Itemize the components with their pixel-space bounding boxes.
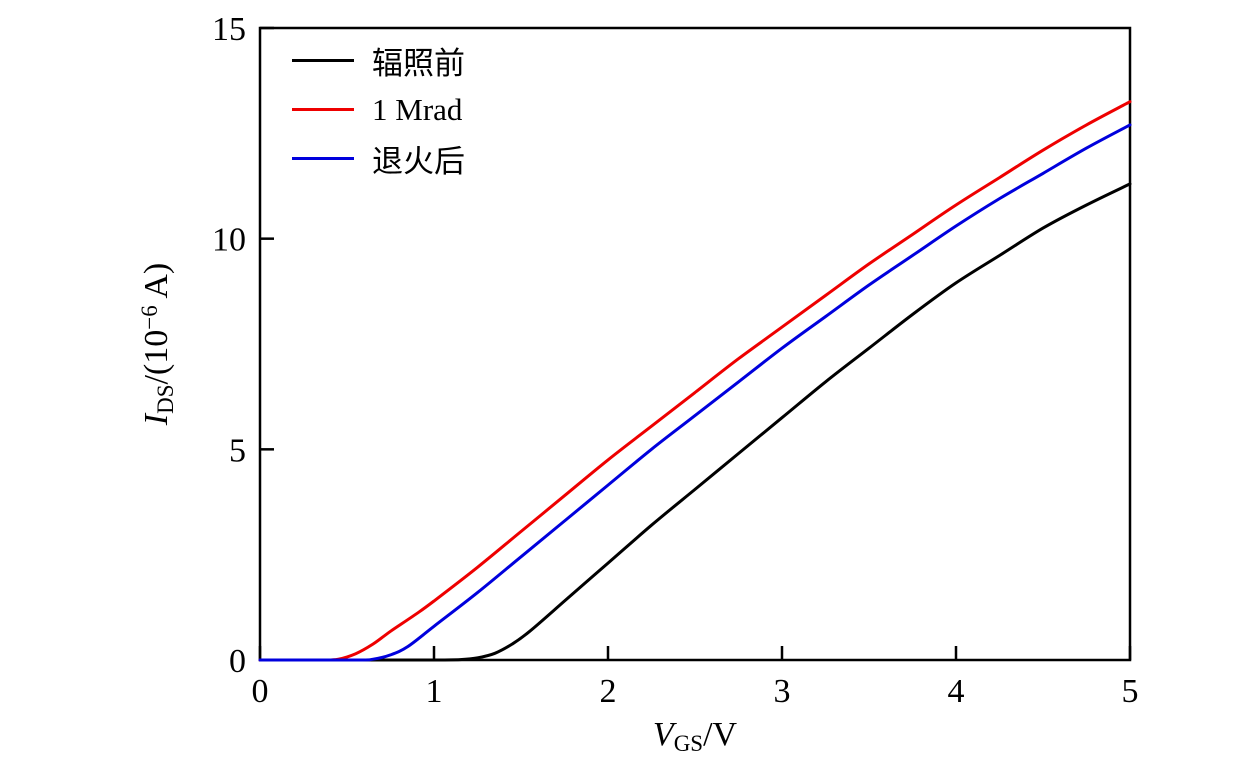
y-tick-label: 10 xyxy=(212,222,246,259)
plot-frame xyxy=(258,26,1132,662)
x-axis-units: /V xyxy=(703,716,738,753)
y-tick-label: 0 xyxy=(229,643,246,680)
x-tick-label: 5 xyxy=(1122,673,1139,710)
x-axis-variable: V xyxy=(652,716,674,753)
series-line-0 xyxy=(258,182,1132,662)
x-tick-label: 1 xyxy=(426,673,443,710)
y-axis-subscript: DS xyxy=(153,384,178,414)
chart-legend: 辐照前 1 Mrad 退火后 xyxy=(292,40,465,179)
x-tick-label: 0 xyxy=(252,673,269,710)
series-line-1 xyxy=(258,100,1132,662)
legend-line-swatch xyxy=(292,108,354,111)
x-axis-label: VGS/V xyxy=(295,716,1095,757)
legend-item-1: 1 Mrad xyxy=(292,89,465,130)
legend-label: 1 Mrad xyxy=(372,91,463,127)
x-tick-label: 2 xyxy=(600,673,617,710)
y-axis-exponent: −6 xyxy=(137,305,162,330)
x-tick-label: 4 xyxy=(948,673,965,710)
legend-item-0: 辐照前 xyxy=(292,40,465,81)
legend-label: 退火后 xyxy=(372,144,465,179)
y-tick-label: 15 xyxy=(212,11,246,48)
y-tick-label: 5 xyxy=(229,432,246,469)
x-tick-label: 3 xyxy=(774,673,791,710)
legend-label: 辐照前 xyxy=(372,46,465,81)
series-line-2 xyxy=(258,123,1132,662)
legend-line-swatch xyxy=(292,157,354,160)
legend-line-swatch xyxy=(292,59,354,62)
x-axis-subscript: GS xyxy=(673,731,704,756)
y-axis-label: IDS/(10−6 A) xyxy=(120,94,180,594)
legend-item-2: 退火后 xyxy=(292,138,465,179)
y-axis-units-pre: /(10 xyxy=(138,329,175,385)
y-axis-units-post: A) xyxy=(138,262,175,306)
y-axis-variable: I xyxy=(138,413,175,426)
